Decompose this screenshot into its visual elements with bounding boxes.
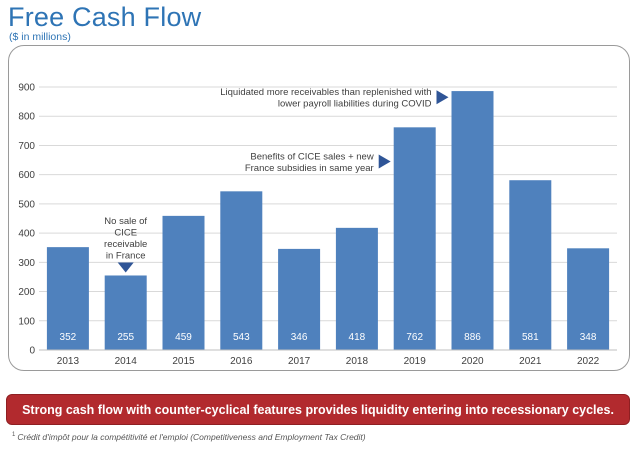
x-tick-label: 2016 [230,356,253,367]
x-tick-label: 2022 [577,356,600,367]
y-tick-label: 700 [18,141,35,152]
annotation-text: No sale of [104,216,147,227]
x-tick-label: 2013 [57,356,80,367]
data-label: 255 [117,332,134,343]
annotation-text: CICE [114,227,137,238]
annotation-arrow [436,90,449,105]
footnote-text: Crédit d'impôt pour la compétitivité et … [17,432,366,442]
y-tick-label: 400 [18,229,35,240]
summary-banner: Strong cash flow with counter-cyclical f… [6,394,630,425]
annotation-arrow [117,262,134,273]
y-tick-label: 900 [18,83,35,94]
x-tick-label: 2021 [519,356,542,367]
y-tick-label: 100 [18,316,35,327]
y-tick-label: 0 [29,346,35,357]
bar [46,247,89,350]
bar [162,215,205,350]
data-label: 543 [233,332,250,343]
annotation-text: lower payroll liabilities during COVID [278,98,432,109]
x-tick-label: 2015 [172,356,195,367]
y-tick-label: 800 [18,112,35,123]
annotation-text: Liquidated more receivables than repleni… [220,87,431,98]
bar [335,227,378,350]
annotation-text: receivable [104,239,147,250]
bar [567,248,610,350]
bar [220,191,263,350]
bar [451,91,494,350]
data-label: 352 [60,332,77,343]
x-tick-label: 2018 [346,356,369,367]
chart-frame: 0 100 200 300 400 500 600 700 800 900 352 2013 255 20… [8,45,630,371]
bar [104,275,147,350]
x-tick-label: 2014 [115,356,138,367]
y-tick-label: 200 [18,287,35,298]
x-tick-label: 2020 [461,356,484,367]
annotation-arrow [378,154,391,169]
bar [393,127,436,351]
annotation-text: Benefits of CICE sales + new [250,151,373,162]
data-label: 581 [522,332,539,343]
data-label: 348 [580,332,597,343]
x-tick-label: 2017 [288,356,311,367]
page-title: Free Cash Flow [8,2,202,32]
y-tick-label: 300 [18,258,35,269]
banner-text: Strong cash flow with counter-cyclical f… [22,402,614,417]
footnote: 1 Crédit d'impôt pour la compétitivité et… [12,432,366,442]
data-label: 418 [349,332,366,343]
data-label: 346 [291,332,308,343]
footnote-marker: 1 [12,432,16,439]
bar-chart: 0 100 200 300 400 500 600 700 800 900 352 2013 255 20… [18,83,617,367]
annotation-text: France subsidies in same year [245,163,374,174]
bar [509,180,552,350]
x-tick-label: 2019 [404,356,427,367]
annotation-text: in France [106,250,146,261]
data-label: 886 [464,332,481,343]
data-label: 762 [406,332,423,343]
bar [278,248,321,350]
y-tick-label: 500 [18,199,35,210]
data-label: 459 [175,332,192,343]
page-subtitle: ($ in millions) [9,31,71,43]
y-tick-label: 600 [18,170,35,181]
